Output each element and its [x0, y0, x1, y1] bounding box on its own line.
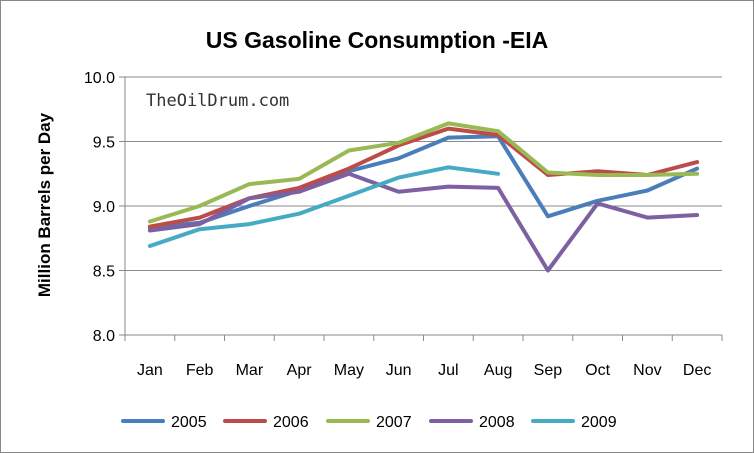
- y-tick-label: 10.0: [84, 70, 115, 87]
- axes: [119, 76, 723, 341]
- series-line-2009: [147, 165, 501, 248]
- series-line-2007: [147, 121, 700, 224]
- x-tick-label: Jan: [137, 362, 163, 379]
- x-tick-label: Nov: [633, 362, 661, 379]
- legend-label-2005: 2005: [171, 414, 207, 431]
- y-tick-label: 9.0: [93, 199, 115, 216]
- legend-label-2006: 2006: [273, 414, 309, 431]
- x-tick-labels: Jan Feb Mar Apr May Jun Jul Aug Sep Oct Nov Dec: [137, 362, 711, 379]
- series-line-2008: [147, 171, 700, 273]
- legend-label-2009: 2009: [581, 414, 617, 431]
- y-tick-label: 8.5: [93, 264, 115, 281]
- legend-label-2008: 2008: [479, 414, 515, 431]
- chart-title: US Gasoline Consumption -EIA: [206, 27, 548, 53]
- y-tick-label: 8.0: [93, 328, 115, 345]
- x-tick-label: Feb: [186, 362, 214, 379]
- x-tick-label: Oct: [585, 362, 610, 379]
- legend: 2005 2006 2007 2008 2009: [121, 414, 617, 431]
- x-tick-label: Apr: [287, 362, 313, 379]
- x-tick-label: Dec: [683, 362, 711, 379]
- x-tick-label: Aug: [484, 362, 512, 379]
- x-tick-label: May: [334, 362, 364, 379]
- x-tick-label: Jul: [438, 362, 458, 379]
- series-line-2005: [147, 134, 700, 230]
- x-tick-label: Mar: [236, 362, 264, 379]
- y-tick-labels: 8.0 8.5 9.0 9.5 10.0: [84, 70, 115, 345]
- legend-label-2007: 2007: [376, 414, 412, 431]
- series-lines: [147, 121, 700, 273]
- x-tick-label: Sep: [534, 362, 563, 379]
- y-tick-label: 9.5: [93, 135, 115, 152]
- x-tick-label: Jun: [386, 362, 412, 379]
- y-axis-label: Million Barrels per Day: [35, 112, 54, 297]
- watermark-text: TheOilDrum.com: [146, 91, 289, 111]
